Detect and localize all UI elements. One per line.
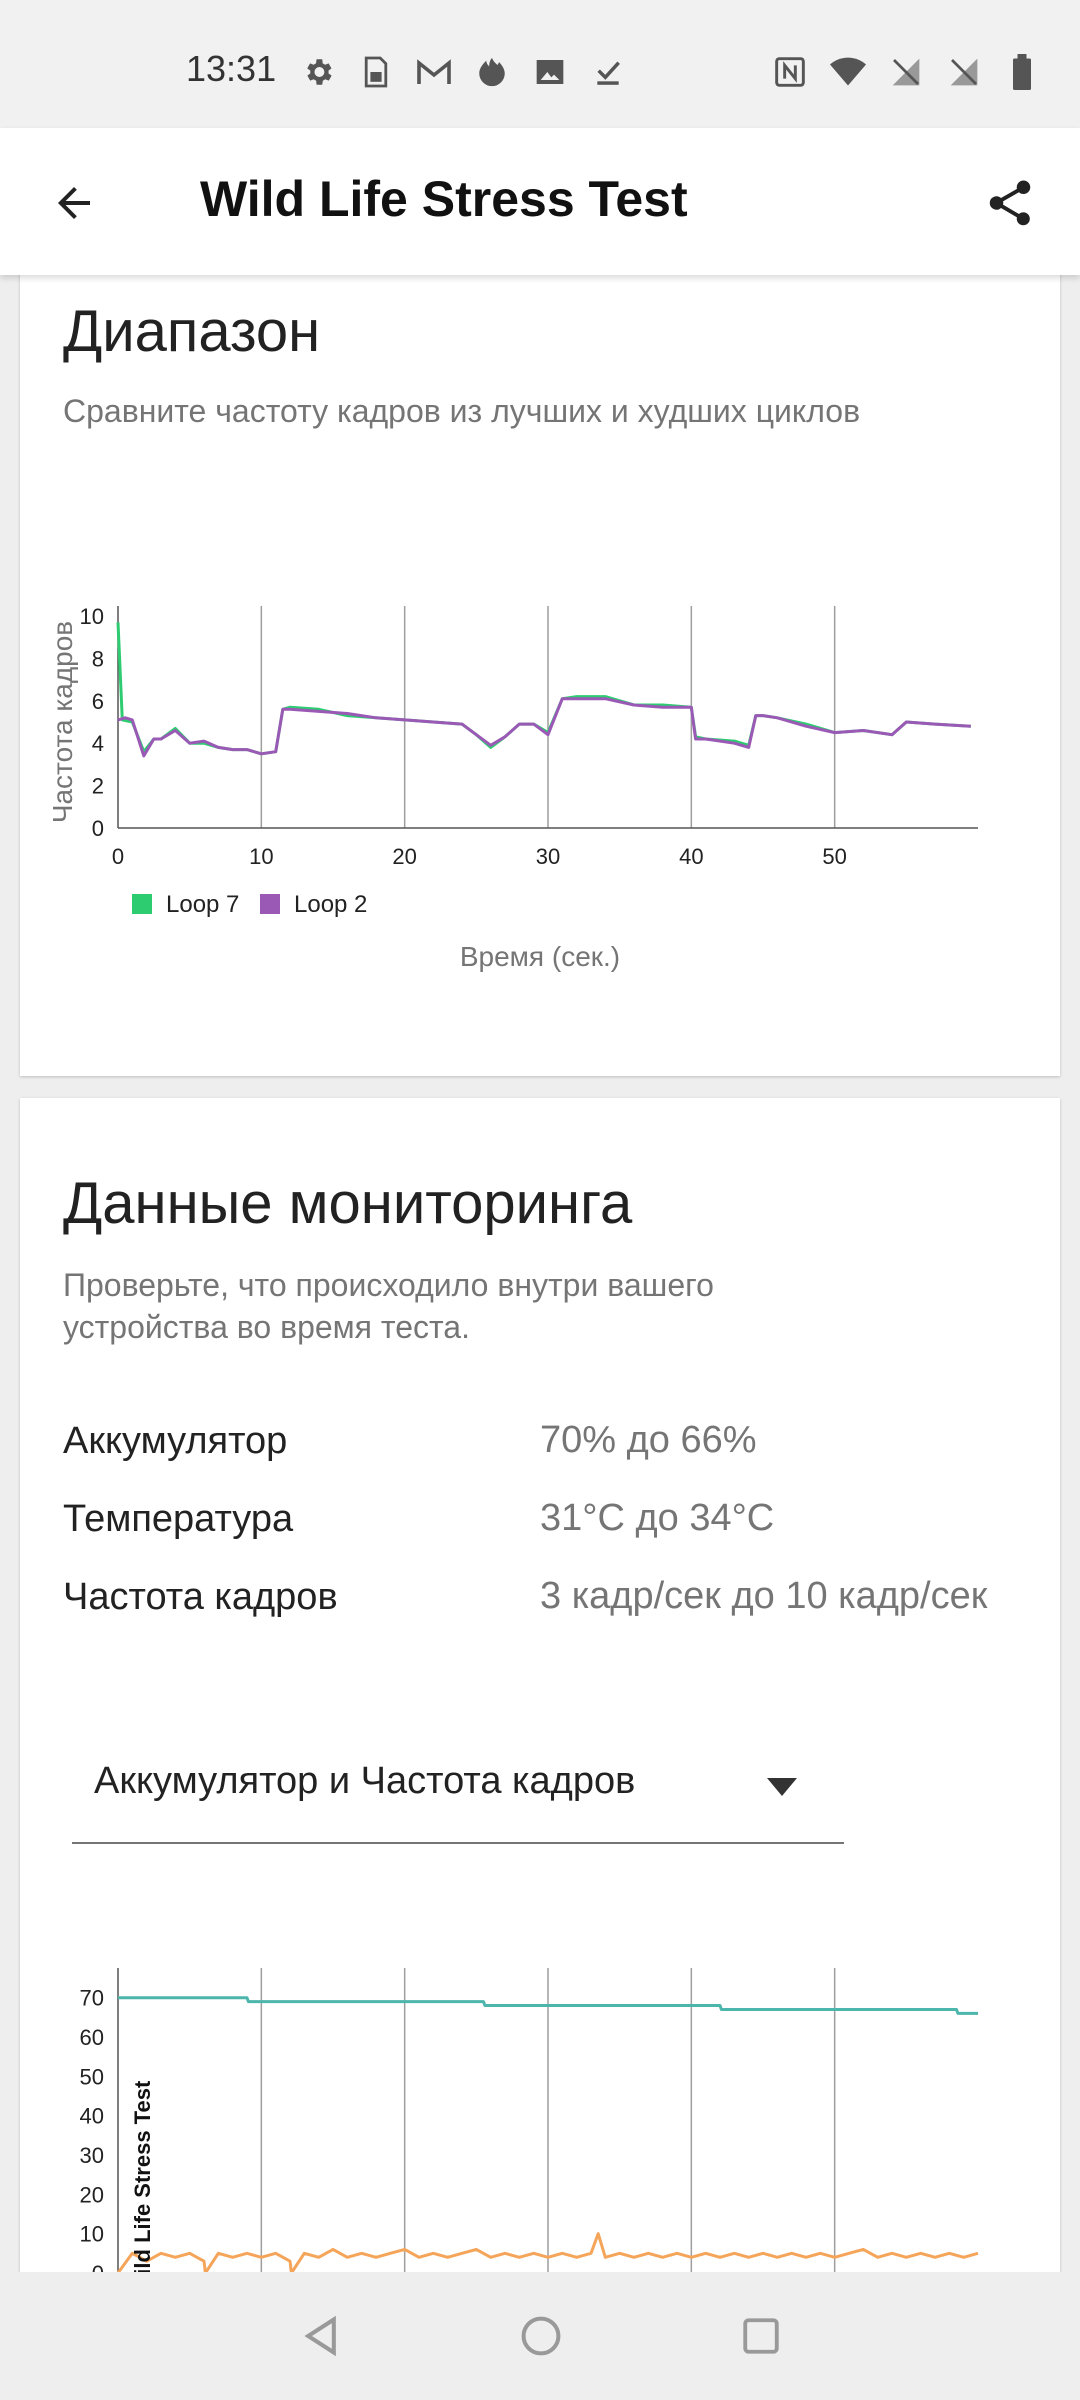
- y-tick-label: 6: [92, 689, 104, 714]
- temperature-label: Температура: [63, 1498, 294, 1540]
- x-tick-label: 40: [679, 844, 703, 869]
- settings-icon: [300, 54, 336, 90]
- image-icon: [532, 54, 568, 90]
- x-tick-label: 20: [392, 844, 416, 869]
- battery-icon: [1004, 54, 1040, 90]
- wifi-icon: [830, 54, 866, 90]
- battery-label: Аккумулятор: [63, 1420, 288, 1462]
- fire-icon: [474, 54, 510, 90]
- y-tick-label: 30: [80, 2143, 104, 2168]
- y-tick-label: 40: [80, 2104, 104, 2129]
- nav-home-button[interactable]: [513, 2308, 569, 2364]
- back-button[interactable]: [44, 173, 104, 233]
- dropdown-arrow-icon: [762, 1772, 802, 1802]
- y-tick-label: 2: [92, 774, 104, 799]
- x-axis-label: Время (сек.): [460, 941, 620, 972]
- share-icon: [989, 180, 1031, 226]
- y-tick-label: 20: [80, 2182, 104, 2207]
- navigation-bar: [0, 2272, 1080, 2400]
- sim-icon: [358, 54, 394, 90]
- x-tick-label: 0: [112, 844, 124, 869]
- y-tick-label: 60: [80, 2025, 104, 2050]
- dropdown-selected-value: Аккумулятор и Частота кадров: [94, 1760, 636, 1802]
- arrow-back-icon: [58, 187, 90, 219]
- framerate-value: 3 кадр/сек до 10 кадр/сек: [540, 1575, 988, 1617]
- x-tick-label: 30: [536, 844, 560, 869]
- download-done-icon: [590, 54, 626, 90]
- monitoring-title: Данные мониторинга: [63, 1171, 633, 1236]
- share-button[interactable]: [980, 173, 1040, 233]
- framerate-label: Частота кадров: [63, 1576, 338, 1618]
- no-sim-icon: [946, 54, 982, 90]
- y-tick-label: 50: [80, 2064, 104, 2089]
- status-time: 13:31: [186, 48, 277, 89]
- legend-label: Loop 2: [294, 891, 367, 918]
- chart-type-dropdown[interactable]: Аккумулятор и Частота кадров: [72, 1738, 844, 1844]
- series-line-2: [116, 2232, 979, 2275]
- framerate-range-chart: 0 2 4 6 8 10 0 10 20 30 40 50 Частота кадров Loop 7 Lo…: [47, 604, 978, 972]
- y-tick-label: 8: [92, 646, 104, 671]
- y-tick-label: 70: [80, 1986, 104, 2011]
- monitoring-card: Данные мониторинга Проверьте, что происх…: [20, 1098, 1060, 2278]
- y-axis-label: Частота кадров: [47, 621, 78, 823]
- y-tick-label: 4: [92, 731, 104, 756]
- monitoring-subtitle-line2: устройства во время теста.: [63, 1309, 470, 1345]
- nav-recents-icon: [743, 2318, 779, 2354]
- legend-swatch: [260, 894, 280, 914]
- monitoring-subtitle-line1: Проверьте, что происходило внутри вашего: [63, 1267, 714, 1303]
- page-title: Wild Life Stress Test: [200, 171, 688, 227]
- range-card: Диапазон Сравните частоту кадров из лучш…: [20, 240, 1060, 1076]
- app-bar: Wild Life Stress Test: [0, 128, 1080, 275]
- range-title: Диапазон: [63, 299, 321, 364]
- legend-label: Loop 7: [166, 891, 239, 918]
- nav-back-button[interactable]: [293, 2308, 349, 2364]
- temperature-value: 31°C до 34°C: [540, 1497, 775, 1539]
- y-tick-label: 0: [92, 816, 104, 841]
- status-bar: 13:31: [0, 0, 1080, 128]
- y-tick-label: 10: [80, 604, 104, 629]
- series-line-1: [118, 1996, 978, 2015]
- chart-vertical-title: Wild Life Stress Test: [130, 2080, 155, 2278]
- y-tick-label: 10: [80, 2222, 104, 2247]
- x-tick-label: 10: [249, 844, 273, 869]
- no-sim-icon: [888, 54, 924, 90]
- system-icons: [772, 52, 1040, 92]
- notification-icons: [300, 52, 626, 92]
- series-line-1: [116, 622, 971, 756]
- nav-back-icon: [304, 2315, 336, 2357]
- gmail-icon: [416, 54, 452, 90]
- series-line-2: [117, 697, 971, 758]
- nav-home-icon: [521, 2316, 561, 2356]
- range-subtitle: Сравните частоту кадров из лучших и худш…: [63, 393, 861, 429]
- nfc-icon: [772, 54, 808, 90]
- x-tick-label: 50: [822, 844, 846, 869]
- legend-swatch: [132, 894, 152, 914]
- battery-value: 70% до 66%: [540, 1419, 757, 1461]
- nav-recents-button[interactable]: [733, 2308, 789, 2364]
